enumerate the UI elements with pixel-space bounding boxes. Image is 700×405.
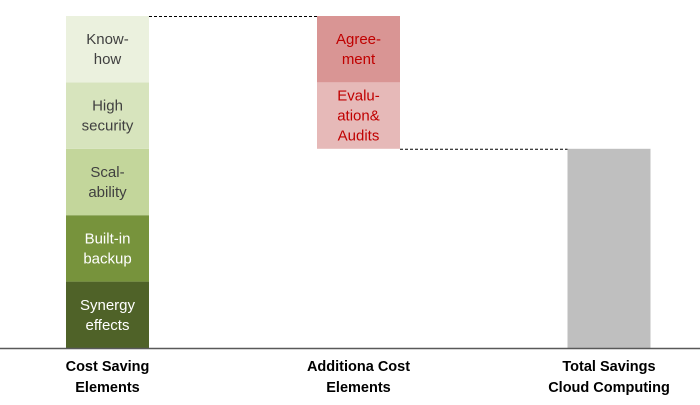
category-label-line: Cost Saving	[66, 359, 150, 375]
segment-label-evalu-ation-audits: Evalu-ation& Audits	[337, 88, 380, 145]
bar-total-savings	[567, 148, 651, 348]
segment-label-synergy-effects-line: effects	[86, 317, 130, 334]
bar-segment-synergy-effects	[66, 281, 149, 348]
connector-lines	[149, 16, 568, 150]
segment-label-built-in-backup-line: Built-in	[85, 230, 131, 247]
segment-label-synergy-effects-line: Synergy	[80, 297, 136, 314]
segment-label-agree-ment-line: ment	[342, 51, 376, 68]
segment-label-built-in-backup: Built-in backup	[83, 230, 131, 267]
bar-segment-scal-ability	[66, 148, 149, 216]
category-label-line: Additiona Cost	[307, 359, 410, 375]
segment-label-scal-ability-line: Scal-	[90, 164, 124, 181]
bar-segment-know-how	[66, 16, 149, 83]
bar-segments	[66, 16, 651, 348]
segment-label-know-how-line: Know-	[86, 31, 129, 48]
bar-segment-evalu-ation-audits	[317, 82, 400, 149]
segment-label-evalu-ation-audits-line: Evalu-	[337, 88, 380, 105]
segment-label-high-security: High security	[82, 98, 134, 135]
bar-segment-built-in-backup	[66, 215, 149, 282]
category-label-additiona-cost-elements: Additiona Cost Elements	[307, 359, 410, 396]
segment-label-synergy-effects: Synergy effects	[80, 297, 136, 334]
category-label-line: Elements	[326, 380, 390, 396]
category-label-cost-saving-elements: Cost Saving Elements	[66, 359, 150, 396]
category-label-line: Cloud Computing	[548, 380, 670, 396]
segment-labels: Synergy effects Built-in backup Scal-ability…	[80, 31, 381, 334]
category-label-total-savings-cloud-computing: Total Savings Cloud Computing	[548, 359, 670, 396]
category-label-line: Elements	[75, 380, 139, 396]
segment-label-agree-ment-line: Agree-	[336, 31, 381, 48]
segment-label-agree-ment: Agree-ment	[336, 31, 381, 68]
segment-label-high-security-line: security	[82, 118, 134, 135]
bar-segment-high-security	[66, 82, 149, 149]
segment-label-built-in-backup-line: backup	[83, 250, 131, 267]
segment-label-know-how: Know-how	[86, 31, 129, 68]
segment-label-know-how-line: how	[94, 51, 122, 68]
segment-label-evalu-ation-audits-line: ation&	[337, 108, 380, 125]
category-labels: Cost Saving Elements Additiona Cost Element…	[66, 359, 670, 396]
segment-label-scal-ability-line: ability	[88, 184, 127, 201]
segment-label-evalu-ation-audits-line: Audits	[338, 128, 380, 145]
bar-segment-agree-ment	[317, 16, 400, 83]
segment-label-scal-ability: Scal-ability	[88, 164, 127, 201]
segment-label-high-security-line: High	[92, 98, 123, 115]
category-label-line: Total Savings	[562, 359, 655, 375]
